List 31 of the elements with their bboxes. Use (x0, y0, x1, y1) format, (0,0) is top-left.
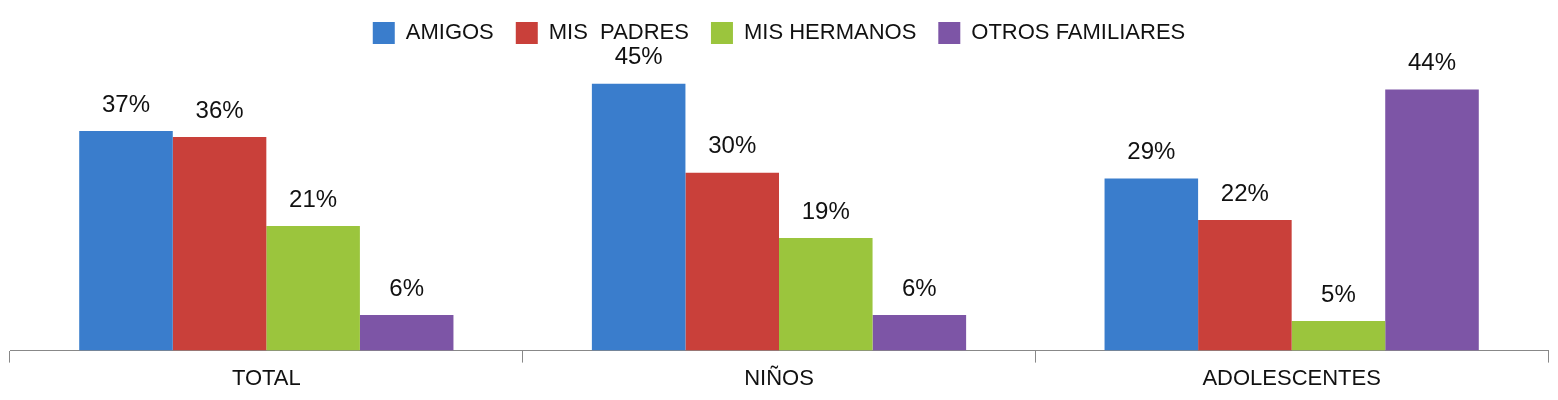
bar (872, 315, 967, 351)
data-label: 44% (1407, 48, 1457, 76)
data-label: 45% (614, 42, 663, 70)
data-label: 30% (708, 131, 757, 159)
x-tick-label: NIÑOS (744, 364, 814, 390)
data-label: 19% (801, 196, 850, 224)
data-label: 37% (101, 89, 151, 117)
bar (359, 315, 454, 351)
data-label: 29% (1127, 137, 1176, 165)
data-label: 6% (389, 273, 425, 301)
bar (591, 83, 686, 351)
legend-label: MIS PADRES (548, 19, 689, 45)
bar (1385, 89, 1479, 351)
bar (779, 237, 873, 351)
legend-label: AMIGOS (405, 19, 494, 45)
data-label: 21% (289, 184, 338, 212)
data-label: 5% (1321, 279, 1356, 307)
bar (172, 137, 267, 351)
bar (79, 131, 173, 351)
data-label: 22% (1220, 178, 1269, 206)
legend-label: OTROS FAMILIARES (971, 19, 1186, 45)
bar (1291, 320, 1386, 351)
bar (1198, 220, 1292, 351)
x-tick-label: TOTAL (231, 364, 301, 390)
bar (685, 172, 779, 351)
bar (1104, 178, 1199, 351)
legend-label: MIS HERMANOS (743, 19, 917, 45)
x-tick-label: ADOLESCENTES (1202, 364, 1381, 390)
bar (266, 226, 360, 351)
data-label: 36% (195, 95, 244, 123)
data-label: 6% (902, 273, 937, 301)
